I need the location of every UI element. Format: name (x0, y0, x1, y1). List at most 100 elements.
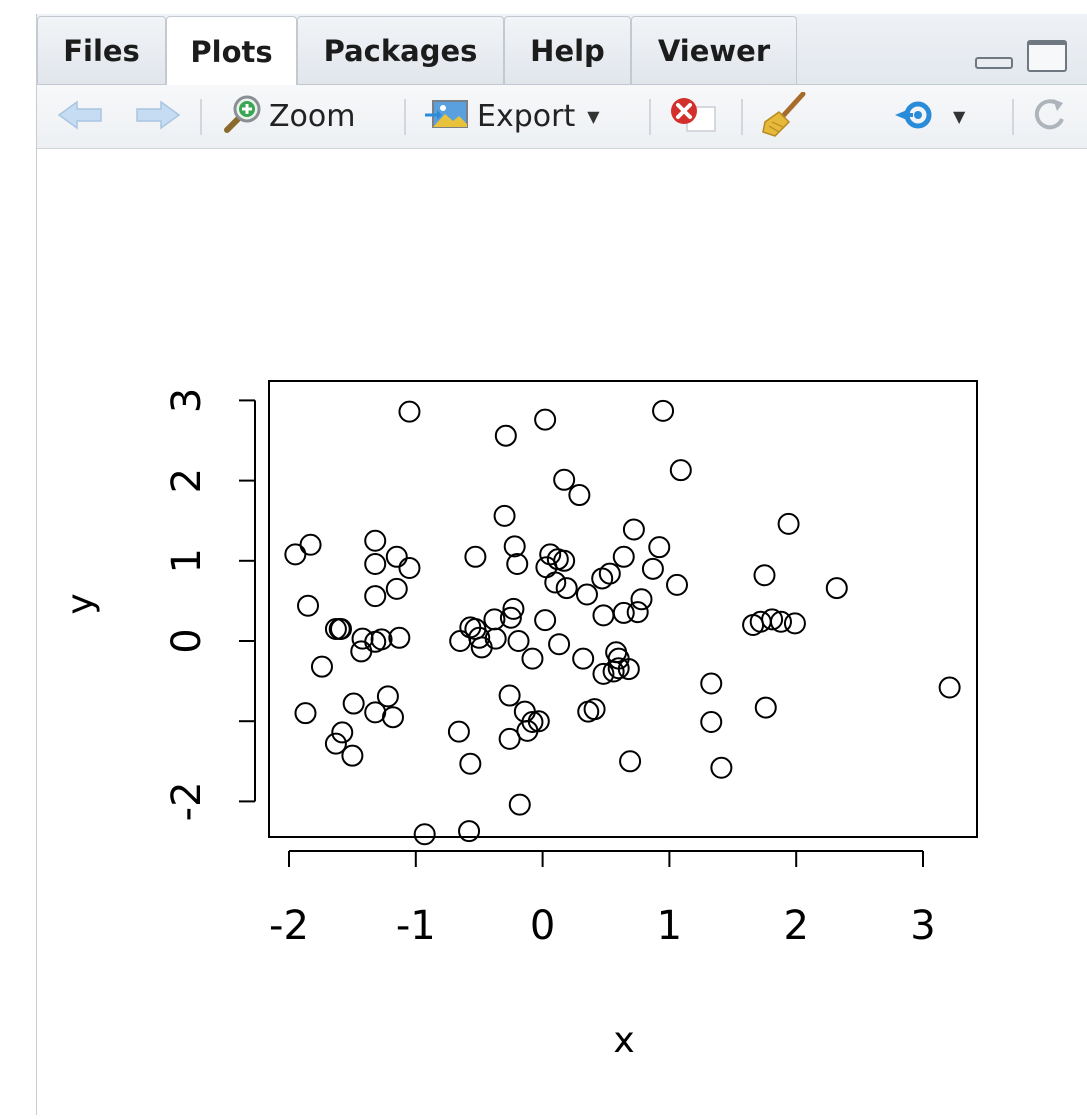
minimize-pane-button[interactable] (975, 57, 1013, 69)
remove-plot-button[interactable] (667, 85, 723, 148)
remove-plot-icon (667, 95, 721, 139)
scatter-point (753, 564, 776, 587)
left-gutter (0, 0, 36, 1115)
clear-all-plots-button[interactable] (759, 85, 815, 148)
scatter-point (331, 721, 354, 744)
scatter-point (825, 577, 848, 600)
y-tick-label: 3 (164, 388, 210, 413)
scatter-point (508, 793, 531, 816)
scatter-point (527, 710, 550, 733)
scatter-point (548, 633, 571, 656)
scatter-point (398, 557, 421, 580)
x-tick-label: 0 (530, 903, 555, 949)
toolbar-separator (649, 99, 651, 135)
scatter-point (385, 545, 408, 568)
x-tick-label: 1 (657, 903, 682, 949)
toolbar-separator (404, 99, 406, 135)
scatter-point (342, 692, 365, 715)
scatter-point (507, 630, 530, 652)
x-axis-label: x (613, 1020, 634, 1061)
toolbar-separator (1012, 99, 1014, 135)
scatter-point (310, 655, 333, 678)
pane-tab-bar: Files Plots Packages Help Viewer (37, 14, 1087, 86)
scatter-point (617, 658, 640, 681)
scatter-point (499, 606, 522, 629)
maximize-pane-button[interactable] (1027, 40, 1067, 72)
x-tick-label: 2 (783, 903, 808, 949)
scatter-point (553, 468, 576, 491)
plot-viewer: -2 -1 0 1 2 3 -2 0 1 2 3 x y (37, 149, 1087, 1115)
scatter-point (598, 562, 621, 585)
scatter-point (572, 647, 595, 670)
tab-plots[interactable]: Plots (166, 16, 297, 86)
scatter-point (502, 597, 525, 620)
chevron-down-icon: ▼ (953, 107, 966, 126)
scatter-point (612, 601, 635, 624)
scatter-point (294, 702, 317, 725)
scatter-point (534, 609, 557, 632)
scatter-point (385, 577, 408, 600)
scatter-point (783, 612, 806, 635)
scatter-point (583, 698, 606, 721)
arrow-left-icon (57, 99, 103, 135)
refresh-button[interactable] (1029, 85, 1079, 148)
scatter-point (761, 608, 784, 631)
scatter-point (351, 627, 374, 650)
y-tick-label: -2 (164, 781, 210, 821)
forward-button[interactable] (135, 85, 183, 148)
tab-files[interactable]: Files (37, 16, 166, 84)
scatter-point (329, 617, 352, 640)
y-tick-label: 1 (164, 548, 210, 573)
y-tick-label: 2 (164, 468, 210, 493)
scatter-point (503, 535, 526, 558)
scatter-point (666, 573, 689, 596)
x-tick-label: -2 (269, 903, 309, 949)
scatter-point (381, 706, 404, 729)
scatter-point (521, 647, 544, 670)
plots-toolbar: Zoom Export ▼ (37, 85, 1087, 149)
tab-viewer[interactable]: Viewer (631, 16, 797, 84)
scatter-point (544, 571, 567, 594)
scatter-point (619, 750, 642, 773)
broom-icon (759, 91, 809, 142)
scatter-point (769, 610, 792, 633)
chevron-down-icon: ▼ (587, 107, 600, 126)
x-tick-label: -1 (396, 903, 436, 949)
scatter-point (506, 553, 529, 576)
scatter-point (468, 626, 491, 649)
scatter-point (555, 577, 578, 600)
scatter-point (553, 549, 576, 572)
image-export-icon (423, 96, 471, 138)
scatter-point (754, 696, 777, 719)
scatter-point (447, 720, 470, 743)
export-button[interactable]: Export ▼ (423, 85, 633, 148)
scatter-point (498, 684, 521, 707)
scatter-point (413, 823, 436, 846)
back-button[interactable] (57, 85, 105, 148)
scatter-point (700, 672, 723, 695)
scatter-plot: -2 -1 0 1 2 3 -2 0 1 2 3 x y (60, 380, 978, 1061)
tab-help[interactable]: Help (504, 16, 631, 84)
data-points (284, 399, 961, 846)
scatter-point (568, 484, 591, 507)
scatter-point (464, 545, 487, 568)
zoom-button[interactable]: Zoom (221, 85, 381, 148)
toolbar-separator (741, 99, 743, 135)
y-tick-label: 0 (164, 628, 210, 653)
scatter-point (534, 408, 557, 431)
publish-button[interactable]: ▼ (893, 85, 985, 148)
scatter-point (458, 820, 481, 843)
scatter-point (700, 711, 723, 734)
scatter-point (607, 657, 630, 680)
scatter-point (484, 627, 507, 650)
scatter-point (630, 588, 653, 611)
scatter-point (494, 424, 517, 447)
scatter-point (398, 400, 421, 423)
y-axis: -2 0 1 2 3 (164, 388, 256, 821)
refresh-icon (1029, 95, 1069, 139)
scatter-point (648, 536, 671, 559)
x-tick-label: 3 (910, 903, 935, 949)
arrow-right-icon (135, 99, 181, 135)
tab-packages[interactable]: Packages (297, 16, 504, 84)
